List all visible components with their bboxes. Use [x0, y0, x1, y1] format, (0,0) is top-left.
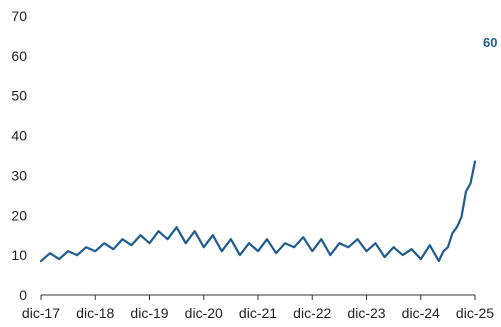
y-tick-label: 40	[11, 128, 27, 144]
x-tick-label: dic-19	[130, 305, 168, 321]
y-tick-label: 50	[11, 88, 27, 104]
y-tick-label: 30	[11, 167, 27, 183]
x-tick-label: dic-21	[239, 305, 277, 321]
x-tick-label: dic-22	[293, 305, 331, 321]
end-value-label: 60	[483, 35, 497, 50]
y-tick-label: 70	[11, 8, 27, 24]
x-axis: dic-17 dic-18 dic-19 dic-20 dic-21 dic-22 dic-…	[22, 294, 494, 321]
x-tick-label: dic-17	[22, 305, 60, 321]
y-tick-label: 0	[19, 287, 27, 303]
x-tick-label: dic-25	[456, 305, 494, 321]
x-tick-label: dic-20	[185, 305, 223, 321]
x-tick-label: dic-18	[76, 305, 114, 321]
y-tick-label: 60	[11, 48, 27, 64]
series-line	[39, 160, 477, 263]
y-tick-label: 20	[11, 207, 27, 223]
plot-area: 60	[39, 35, 497, 263]
y-axis: 0 10 20 30 40 50 60 70	[11, 8, 27, 303]
x-tick-label: dic-24	[402, 305, 440, 321]
x-tick-label: dic-23	[347, 305, 385, 321]
y-tick-label: 10	[11, 247, 27, 263]
